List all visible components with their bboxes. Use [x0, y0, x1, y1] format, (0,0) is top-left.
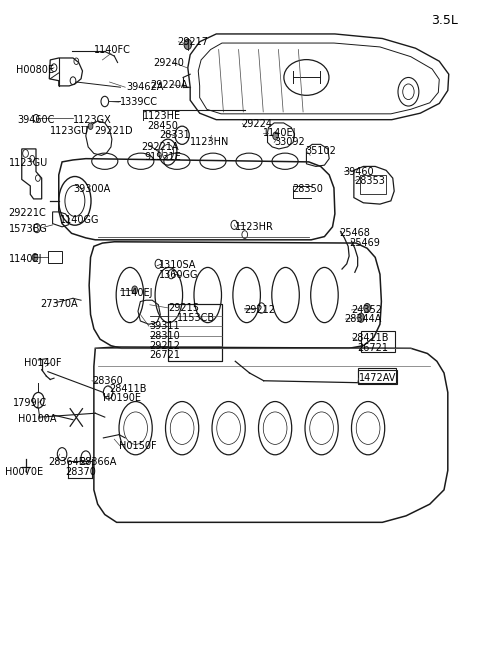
Text: 1310SA: 1310SA [159, 260, 197, 270]
Text: 29217: 29217 [178, 37, 208, 47]
Text: 29240: 29240 [154, 58, 184, 67]
Text: 28370: 28370 [65, 466, 96, 477]
Text: 28350: 28350 [292, 184, 323, 194]
Text: 28450: 28450 [147, 121, 179, 131]
Text: 29212: 29212 [149, 341, 180, 350]
Text: 28364E: 28364E [48, 457, 85, 467]
Text: 28344A: 28344A [344, 314, 382, 324]
Text: 28360: 28360 [92, 376, 123, 386]
Text: 1123HE: 1123HE [143, 111, 181, 121]
Text: H0070E: H0070E [5, 466, 43, 477]
Circle shape [132, 286, 137, 293]
Text: 29221D: 29221D [94, 126, 132, 136]
Text: 3.5L: 3.5L [432, 14, 458, 28]
Text: 1140EJ: 1140EJ [263, 128, 296, 138]
Text: 1573BG: 1573BG [9, 225, 48, 234]
Text: 29221C: 29221C [9, 208, 46, 217]
Text: 39460: 39460 [343, 166, 374, 177]
Bar [358, 368, 396, 383]
Text: 1339CC: 1339CC [120, 97, 158, 107]
Text: 27370A: 27370A [41, 299, 78, 309]
Text: 1123HR: 1123HR [235, 222, 274, 232]
Text: 39462A: 39462A [126, 83, 164, 92]
Text: 28411B: 28411B [109, 384, 147, 394]
Text: 39300A: 39300A [73, 184, 110, 194]
Text: 29215: 29215 [168, 303, 199, 313]
Text: 29220A: 29220A [150, 80, 188, 90]
Circle shape [273, 132, 278, 140]
Circle shape [88, 123, 93, 130]
Text: 25468: 25468 [340, 229, 371, 238]
Text: 33092: 33092 [274, 138, 305, 147]
Text: 1123HN: 1123HN [190, 137, 229, 147]
Text: 26721: 26721 [358, 343, 389, 352]
Text: H0100A: H0100A [18, 414, 57, 424]
Bar [168, 304, 222, 362]
Text: 28411B: 28411B [351, 333, 389, 343]
Text: 24352: 24352 [351, 305, 383, 315]
Circle shape [358, 313, 364, 322]
Text: 29212: 29212 [244, 305, 275, 315]
Circle shape [184, 39, 192, 50]
Text: 39311: 39311 [149, 321, 180, 331]
Text: 1123GU: 1123GU [9, 158, 48, 168]
Text: H0150F: H0150F [119, 441, 156, 451]
Text: 91931E: 91931E [144, 152, 181, 162]
Text: 1140EJ: 1140EJ [9, 253, 42, 264]
Text: 1140GG: 1140GG [60, 215, 99, 225]
Text: H0190E: H0190E [103, 393, 141, 403]
Text: 1799JC: 1799JC [13, 398, 48, 408]
Text: 1360GG: 1360GG [159, 270, 199, 280]
Text: 26721: 26721 [149, 350, 180, 360]
Bar [360, 175, 385, 195]
Text: 1123GX: 1123GX [73, 115, 112, 124]
Text: 1123GU: 1123GU [50, 126, 89, 136]
Text: 28331: 28331 [159, 130, 190, 140]
Text: H0080E: H0080E [16, 65, 54, 75]
Text: 1472AV: 1472AV [359, 373, 396, 383]
Text: 28366A: 28366A [80, 457, 117, 467]
Text: H0140F: H0140F [24, 358, 61, 367]
Text: 25469: 25469 [349, 238, 380, 248]
Text: 1153CB: 1153CB [178, 312, 216, 323]
Text: 39460C: 39460C [17, 115, 54, 124]
Bar [361, 331, 395, 352]
Text: 29224: 29224 [241, 119, 272, 128]
Circle shape [32, 253, 38, 261]
Text: 29221A: 29221A [141, 142, 179, 152]
Bar [48, 251, 62, 263]
Text: 35102: 35102 [305, 146, 336, 156]
Text: 1140FC: 1140FC [94, 45, 131, 54]
Text: 28353: 28353 [354, 176, 385, 186]
Text: 28310: 28310 [149, 331, 180, 341]
Text: 1140EJ: 1140EJ [120, 288, 154, 298]
Circle shape [364, 303, 371, 312]
